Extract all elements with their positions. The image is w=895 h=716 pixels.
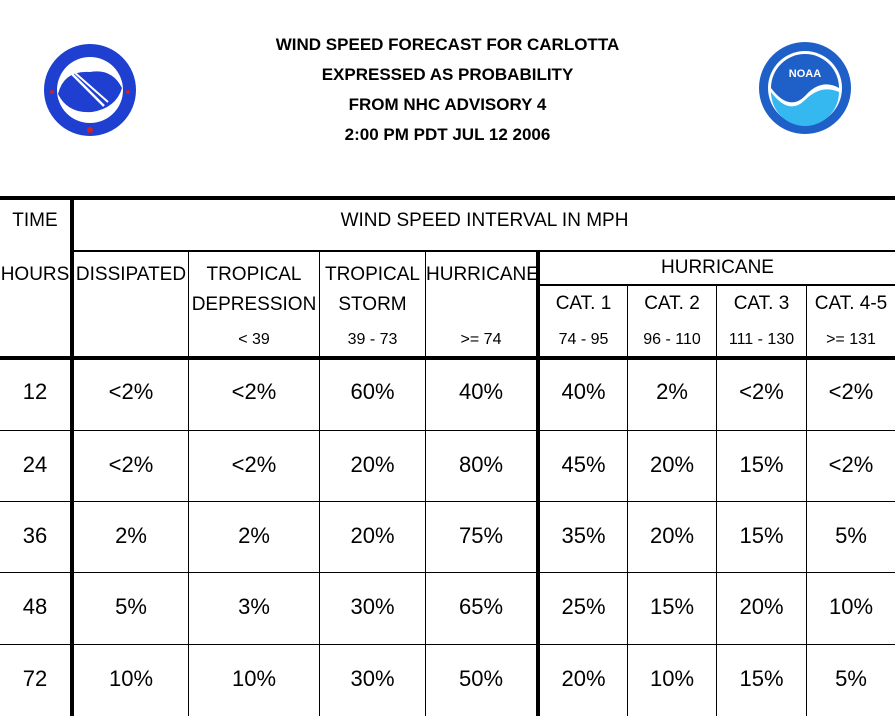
table-cell: 15% bbox=[739, 666, 784, 691]
col-divider-5 bbox=[627, 286, 628, 716]
row-hours: 48 bbox=[22, 594, 48, 619]
table-cell: <2% bbox=[828, 452, 874, 477]
table-cell: 20% bbox=[350, 452, 395, 477]
table-cell: 2% bbox=[238, 523, 270, 548]
noaa-logo-icon: NOAA bbox=[757, 40, 853, 136]
col-range-td: < 39 bbox=[238, 331, 270, 348]
col-header-ts-line1: TROPICAL bbox=[324, 264, 421, 285]
row-hours: 12 bbox=[22, 379, 48, 404]
table-cell: 30% bbox=[350, 666, 395, 691]
table-cell: 20% bbox=[649, 523, 695, 548]
hurricane-group-header: HURRICANE bbox=[661, 257, 774, 278]
time-header: TIME bbox=[12, 210, 58, 231]
col-range-cat3: 111 - 130 bbox=[728, 331, 795, 348]
col-range-ts: 39 - 73 bbox=[347, 331, 398, 348]
table-cell: 80% bbox=[458, 452, 504, 477]
header-bottom-border bbox=[0, 356, 895, 360]
hurricane-column-border bbox=[536, 252, 540, 716]
noaa-logo-text: NOAA bbox=[789, 68, 821, 80]
table-cell: <2% bbox=[108, 452, 154, 477]
col-divider-6 bbox=[716, 286, 717, 716]
table-cell: 35% bbox=[561, 523, 606, 548]
title-line-1: WIND SPEED FORECAST FOR CARLOTTA bbox=[275, 35, 620, 54]
table-cell: 20% bbox=[561, 666, 606, 691]
col-divider-1 bbox=[188, 252, 189, 716]
row-hours: 24 bbox=[22, 452, 48, 477]
table-cell: 3% bbox=[238, 594, 270, 619]
table-cell: <2% bbox=[828, 379, 874, 404]
table-cell: 2% bbox=[656, 379, 688, 404]
hours-header: HOURS bbox=[0, 264, 70, 285]
col-header-hurricane: HURRICANE bbox=[426, 264, 539, 285]
table-cell: 10% bbox=[231, 666, 277, 691]
col-divider-2 bbox=[319, 252, 320, 716]
col-header-cat45: CAT. 4-5 bbox=[814, 293, 888, 314]
table-cell: 5% bbox=[115, 594, 147, 619]
interval-header: WIND SPEED INTERVAL IN MPH bbox=[340, 210, 629, 231]
col-range-hurricane: >= 74 bbox=[460, 331, 502, 348]
col-divider-3 bbox=[425, 252, 426, 716]
col-header-td-line2: DEPRESSION bbox=[191, 294, 317, 315]
col-divider-7 bbox=[806, 286, 807, 716]
nws-logo-icon bbox=[42, 42, 138, 138]
hurricane-group-divider bbox=[538, 284, 895, 286]
col-header-dissipated: DISSIPATED bbox=[75, 264, 187, 285]
table-cell: 10% bbox=[828, 594, 874, 619]
table-cell: 25% bbox=[561, 594, 606, 619]
table-cell: 5% bbox=[835, 666, 867, 691]
table-cell: 20% bbox=[649, 452, 695, 477]
table-cell: 10% bbox=[108, 666, 154, 691]
title-line-2: EXPRESSED AS PROBABILITY bbox=[321, 65, 574, 84]
title-line-3: FROM NHC ADVISORY 4 bbox=[348, 95, 547, 114]
row-divider-1 bbox=[0, 430, 895, 431]
table-cell: 50% bbox=[458, 666, 504, 691]
row-divider-2 bbox=[0, 501, 895, 502]
table-cell: 20% bbox=[350, 523, 395, 548]
table-cell: 10% bbox=[649, 666, 695, 691]
col-range-cat2: 96 - 110 bbox=[643, 331, 701, 348]
title-line-4: 2:00 PM PDT JUL 12 2006 bbox=[344, 125, 551, 144]
col-header-ts-line2: STORM bbox=[338, 294, 407, 315]
table-top-border bbox=[0, 196, 895, 200]
col-header-cat1: CAT. 1 bbox=[555, 293, 612, 314]
table-cell: 15% bbox=[739, 452, 784, 477]
col-header-td-line1: TROPICAL bbox=[206, 264, 302, 285]
table-cell: 40% bbox=[458, 379, 504, 404]
table-cell: 45% bbox=[561, 452, 606, 477]
table-cell: 40% bbox=[561, 379, 606, 404]
table-cell: <2% bbox=[739, 379, 784, 404]
table-cell: 60% bbox=[350, 379, 395, 404]
interval-divider bbox=[72, 250, 895, 252]
table-cell: 65% bbox=[458, 594, 504, 619]
table-cell: 2% bbox=[115, 523, 147, 548]
time-column-border bbox=[70, 196, 74, 716]
table-cell: 75% bbox=[458, 523, 504, 548]
table-cell: <2% bbox=[108, 379, 154, 404]
table-cell: 20% bbox=[739, 594, 784, 619]
table-cell: <2% bbox=[231, 452, 277, 477]
row-divider-4 bbox=[0, 644, 895, 645]
table-cell: <2% bbox=[231, 379, 277, 404]
table-cell: 5% bbox=[835, 523, 867, 548]
col-range-cat45: >= 131 bbox=[826, 331, 876, 348]
col-header-cat3: CAT. 3 bbox=[733, 293, 790, 314]
row-hours: 36 bbox=[22, 523, 48, 548]
col-header-cat2: CAT. 2 bbox=[644, 293, 700, 314]
row-divider-3 bbox=[0, 572, 895, 573]
table-cell: 30% bbox=[350, 594, 395, 619]
table-cell: 15% bbox=[739, 523, 784, 548]
forecast-title: WIND SPEED FORECAST FOR CARLOTTA EXPRESS… bbox=[0, 30, 895, 150]
table-cell: 15% bbox=[649, 594, 695, 619]
row-hours: 72 bbox=[22, 666, 48, 691]
col-range-cat1: 74 - 95 bbox=[558, 331, 609, 348]
